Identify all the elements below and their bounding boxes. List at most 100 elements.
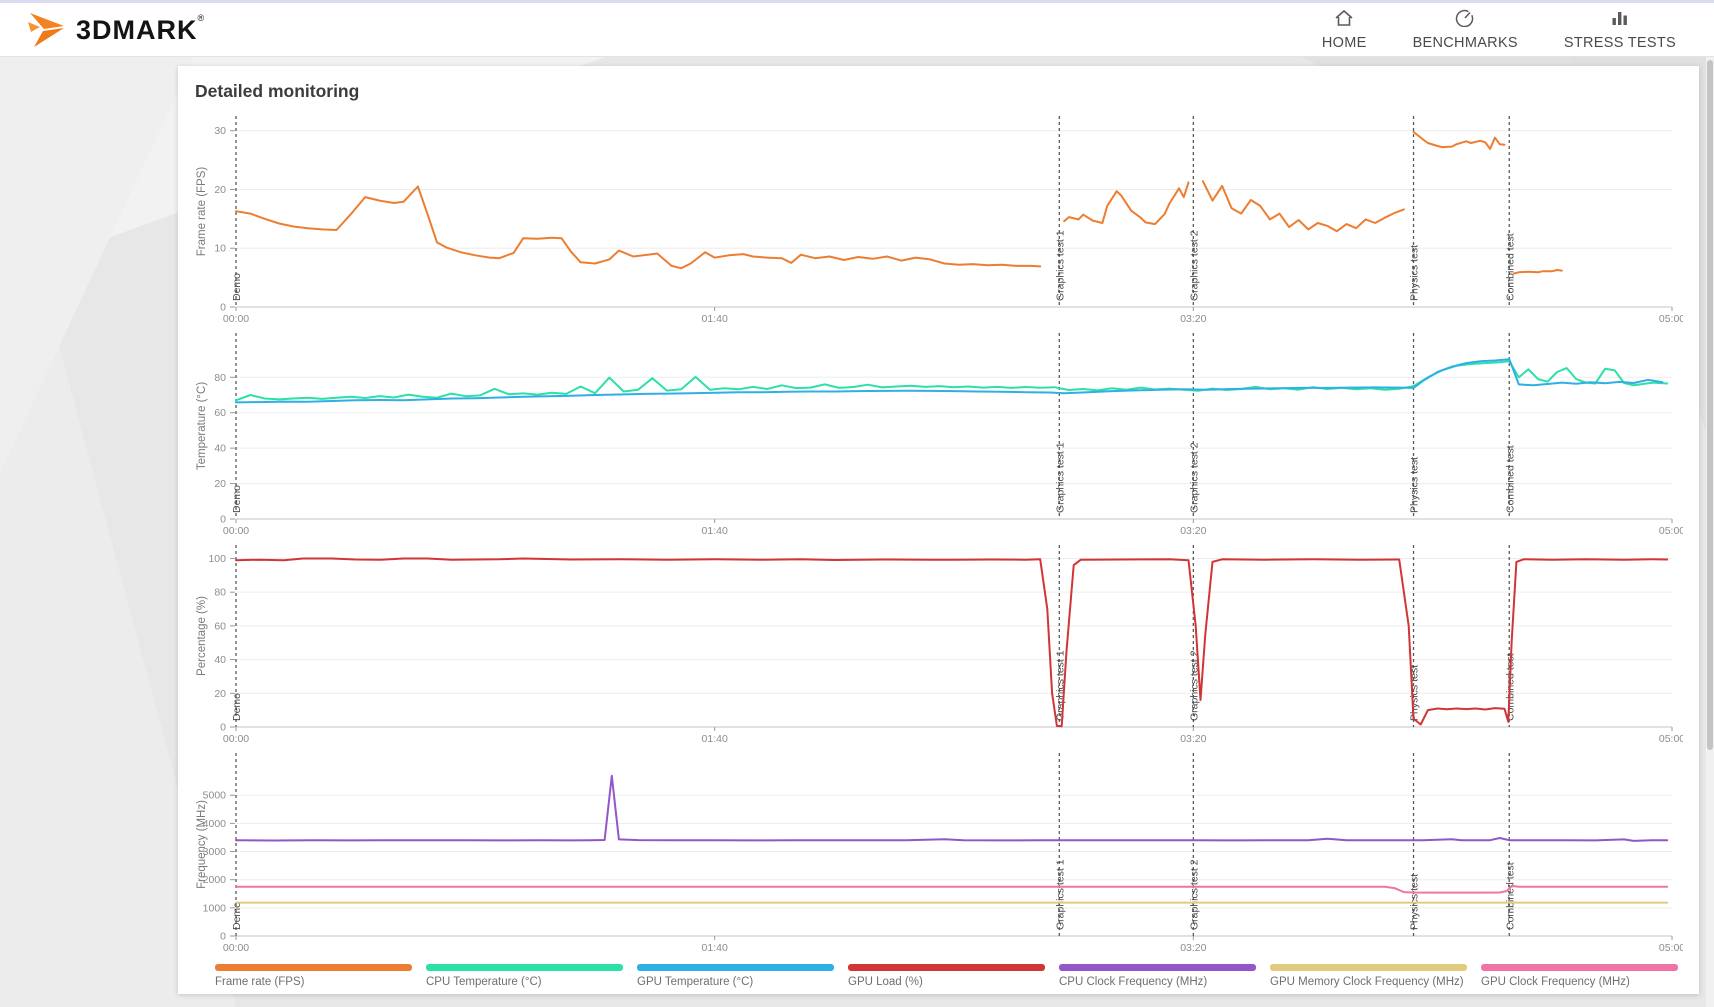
svg-text:03:20: 03:20 (1180, 525, 1206, 537)
svg-text:3000: 3000 (203, 846, 227, 858)
nav-item-label: HOME (1321, 34, 1367, 51)
nav-item-benchmarks[interactable]: BENCHMARKS (1413, 9, 1518, 51)
svg-text:Physics test: Physics test (1409, 457, 1421, 513)
svg-text:Combined test: Combined test (1504, 233, 1516, 301)
svg-text:Demo: Demo (231, 485, 243, 513)
svg-text:00:00: 00:00 (223, 525, 249, 537)
svg-text:4000: 4000 (203, 818, 227, 830)
legend-swatch (848, 964, 1045, 971)
svg-text:Graphics test 2: Graphics test 2 (1188, 230, 1200, 301)
svg-text:Graphics test 1: Graphics test 1 (1054, 442, 1066, 513)
page-title: Detailed monitoring (195, 81, 360, 101)
svg-text:0: 0 (220, 302, 226, 314)
svg-text:05:00: 05:00 (1659, 733, 1683, 745)
svg-text:0: 0 (220, 722, 226, 734)
bar-chart-icon (1610, 9, 1630, 32)
svg-text:80: 80 (214, 372, 226, 384)
scrollbar-track[interactable] (1706, 57, 1714, 1007)
svg-text:10: 10 (214, 243, 226, 255)
legend-swatch (1481, 964, 1678, 971)
legend-swatch (1270, 964, 1467, 971)
svg-text:Combined test: Combined test (1504, 445, 1516, 513)
svg-text:0: 0 (220, 514, 226, 526)
scrollbar-thumb[interactable] (1707, 60, 1713, 750)
svg-text:80: 80 (214, 587, 226, 599)
svg-text:1000: 1000 (203, 902, 227, 914)
svg-text:Graphics test 2: Graphics test 2 (1188, 650, 1200, 721)
nav-item-label: BENCHMARKS (1412, 34, 1518, 51)
legend-swatch (637, 964, 834, 971)
svg-text:60: 60 (214, 407, 226, 419)
3dmark-flame-icon (28, 12, 64, 47)
legend-label: CPU Clock Frequency (MHz) (1059, 976, 1208, 988)
svg-text:01:40: 01:40 (702, 942, 728, 954)
page-background: Detailed monitoring 0 10 20 30 00:00 01:40 03:… (0, 57, 1714, 1007)
registered-mark: ® (197, 13, 206, 23)
svg-text:40: 40 (214, 654, 226, 666)
legend-item: GPU Clock Frequency (MHz) (1481, 964, 1678, 988)
svg-text:30: 30 (214, 125, 226, 137)
svg-text:100: 100 (208, 553, 226, 565)
svg-text:05:00: 05:00 (1659, 313, 1683, 325)
legend-label: GPU Clock Frequency (MHz) (1481, 976, 1630, 988)
svg-text:40: 40 (214, 443, 226, 455)
legend-swatch (215, 964, 412, 971)
svg-text:01:40: 01:40 (702, 313, 728, 325)
legend-item: GPU Temperature (°C) (637, 964, 834, 988)
brand-text: 3DMARK® (76, 13, 206, 45)
legend-label: Frame rate (FPS) (215, 976, 305, 988)
svg-text:Graphics test 2: Graphics test 2 (1188, 442, 1200, 513)
svg-text:Demo: Demo (231, 693, 243, 721)
top-accent-bar (0, 0, 1714, 3)
svg-text:03:20: 03:20 (1180, 733, 1206, 745)
app-header: 3DMARK® HOME BENCHMARKS STRESS TESTS (0, 3, 1714, 57)
svg-text:00:00: 00:00 (223, 313, 249, 325)
gauge-icon (1455, 9, 1475, 32)
legend-item: Frame rate (FPS) (215, 964, 412, 988)
svg-text:20: 20 (214, 688, 226, 700)
svg-text:20: 20 (214, 478, 226, 490)
legend-swatch (1059, 964, 1256, 971)
svg-text:Demo: Demo (231, 902, 243, 930)
legend-item: CPU Temperature (°C) (426, 964, 623, 988)
svg-text:60: 60 (214, 620, 226, 632)
legend-item: GPU Memory Clock Frequency (MHz) (1270, 964, 1467, 988)
main-nav: HOME BENCHMARKS STRESS TESTS (1322, 9, 1676, 51)
percentage-chart: 0 20 40 60 80 100 00:00 01:40 03:20 05:00 Demo Grap… (196, 545, 1683, 745)
brand-logo[interactable]: 3DMARK® (28, 12, 205, 48)
svg-text:Graphics test 1: Graphics test 1 (1054, 230, 1066, 301)
svg-text:Demo: Demo (231, 273, 243, 301)
svg-text:Combined test: Combined test (1504, 862, 1516, 930)
frequency-chart: 0 1000 2000 3000 4000 5000 00:00 01:40 03:20 05:0… (196, 753, 1683, 954)
svg-text:5000: 5000 (203, 790, 227, 802)
svg-text:20: 20 (214, 184, 226, 196)
svg-text:03:20: 03:20 (1180, 313, 1206, 325)
legend-label: GPU Load (%) (848, 976, 923, 988)
legend-item: CPU Clock Frequency (MHz) (1059, 964, 1256, 988)
svg-text:Physics test: Physics test (1409, 245, 1421, 301)
nav-item-label: STRESS TESTS (1563, 34, 1676, 51)
legend-label: GPU Memory Clock Frequency (MHz) (1270, 976, 1464, 988)
svg-text:Graphics test 1: Graphics test 1 (1054, 859, 1066, 930)
nav-item-stress-tests[interactable]: STRESS TESTS (1564, 9, 1676, 51)
svg-text:Graphics test 2: Graphics test 2 (1188, 859, 1200, 930)
svg-text:00:00: 00:00 (223, 942, 249, 954)
legend-label: GPU Temperature (°C) (637, 976, 754, 988)
svg-text:2000: 2000 (203, 874, 227, 886)
monitoring-card: Detailed monitoring 0 10 20 30 00:00 01:40 03:… (178, 66, 1699, 994)
svg-text:05:00: 05:00 (1659, 525, 1683, 537)
svg-text:0: 0 (220, 931, 226, 943)
svg-text:Temperature (°C): Temperature (°C) (196, 382, 208, 470)
temperature-chart: 0 20 40 60 80 00:00 01:40 03:20 05:00 Demo Graphic… (196, 333, 1683, 537)
nav-item-home[interactable]: HOME (1322, 9, 1367, 51)
svg-text:05:00: 05:00 (1659, 942, 1683, 954)
svg-text:Frame rate (FPS): Frame rate (FPS) (196, 167, 208, 257)
svg-text:Frequency (MHz): Frequency (MHz) (196, 800, 208, 889)
home-icon (1334, 9, 1354, 32)
frame-rate-chart: 0 10 20 30 00:00 01:40 03:20 05:00 Demo Graphics … (196, 116, 1683, 325)
svg-text:00:00: 00:00 (223, 733, 249, 745)
legend-item: GPU Load (%) (848, 964, 1045, 988)
legend-label: CPU Temperature (°C) (426, 976, 542, 988)
svg-text:Percentage (%): Percentage (%) (196, 596, 208, 676)
svg-text:01:40: 01:40 (702, 525, 728, 537)
